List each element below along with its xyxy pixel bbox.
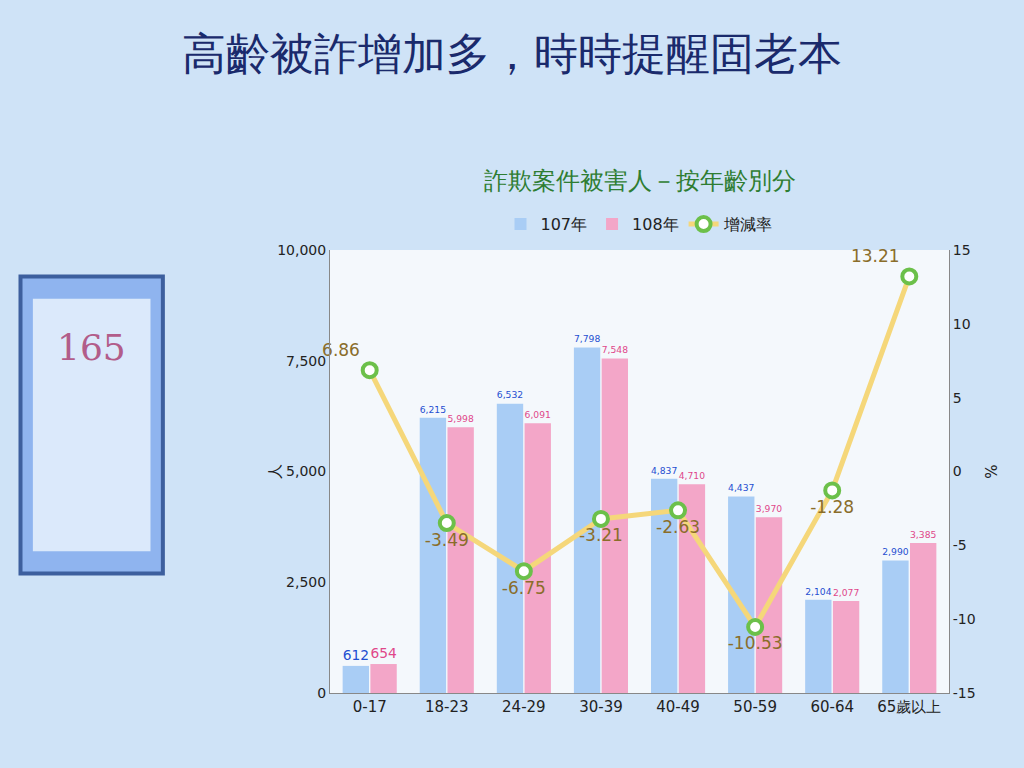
- svg-text:%: %: [983, 464, 1001, 478]
- svg-text:0: 0: [317, 685, 326, 701]
- svg-text:6.86: 6.86: [322, 340, 360, 360]
- svg-text:24-29: 24-29: [502, 698, 546, 716]
- svg-text:2,500: 2,500: [286, 574, 326, 590]
- svg-text:6,532: 6,532: [497, 389, 523, 400]
- svg-text:-5: -5: [953, 537, 967, 553]
- svg-text:7,798: 7,798: [574, 333, 600, 344]
- svg-text:165: 165: [57, 327, 126, 368]
- svg-text:7,500: 7,500: [286, 353, 326, 369]
- svg-text:654: 654: [370, 645, 396, 661]
- svg-text:-10.53: -10.53: [728, 633, 783, 653]
- svg-text:2,104: 2,104: [805, 586, 831, 597]
- svg-text:108年: 108年: [632, 215, 679, 234]
- svg-text:4,837: 4,837: [651, 465, 677, 476]
- svg-text:5,998: 5,998: [448, 413, 474, 424]
- svg-text:3,970: 3,970: [756, 503, 782, 514]
- svg-text:0: 0: [953, 463, 962, 479]
- svg-text:5: 5: [953, 390, 962, 406]
- svg-text:高齡被詐增加多，時時提醒固老本: 高齡被詐增加多，時時提醒固老本: [182, 28, 842, 79]
- svg-text:6,215: 6,215: [420, 404, 446, 415]
- svg-text:60-64: 60-64: [810, 698, 854, 716]
- svg-text:人: 人: [266, 464, 284, 479]
- svg-text:-3.21: -3.21: [579, 525, 623, 545]
- svg-text:50-59: 50-59: [733, 698, 777, 716]
- svg-text:18-23: 18-23: [425, 698, 469, 716]
- svg-text:-15: -15: [953, 685, 976, 701]
- svg-text:-2.63: -2.63: [656, 517, 700, 537]
- svg-text:3,385: 3,385: [910, 529, 936, 540]
- svg-text:10: 10: [953, 316, 971, 332]
- svg-text:4,710: 4,710: [679, 470, 705, 481]
- svg-text:0-17: 0-17: [353, 698, 387, 716]
- svg-text:15: 15: [953, 242, 971, 258]
- svg-text:65歲以上: 65歲以上: [877, 698, 941, 716]
- svg-text:4,437: 4,437: [728, 482, 754, 493]
- svg-text:增減率: 增減率: [723, 215, 772, 234]
- svg-text:107年: 107年: [541, 215, 588, 234]
- svg-text:-3.49: -3.49: [425, 530, 469, 550]
- svg-text:6,091: 6,091: [525, 409, 551, 420]
- svg-text:612: 612: [343, 647, 369, 663]
- svg-text:13.21: 13.21: [851, 246, 900, 266]
- svg-text:7,548: 7,548: [602, 344, 628, 355]
- svg-text:5,000: 5,000: [286, 463, 326, 479]
- svg-text:2,077: 2,077: [833, 587, 859, 598]
- svg-text:2,990: 2,990: [882, 546, 908, 557]
- svg-text:10,000: 10,000: [277, 242, 326, 258]
- svg-text:詐欺案件被害人－按年齡別分: 詐欺案件被害人－按年齡別分: [484, 167, 796, 195]
- svg-text:40-49: 40-49: [656, 698, 700, 716]
- svg-text:-1.28: -1.28: [810, 497, 854, 517]
- svg-text:30-39: 30-39: [579, 698, 623, 716]
- svg-text:-10: -10: [953, 611, 976, 627]
- svg-text:-6.75: -6.75: [502, 578, 546, 598]
